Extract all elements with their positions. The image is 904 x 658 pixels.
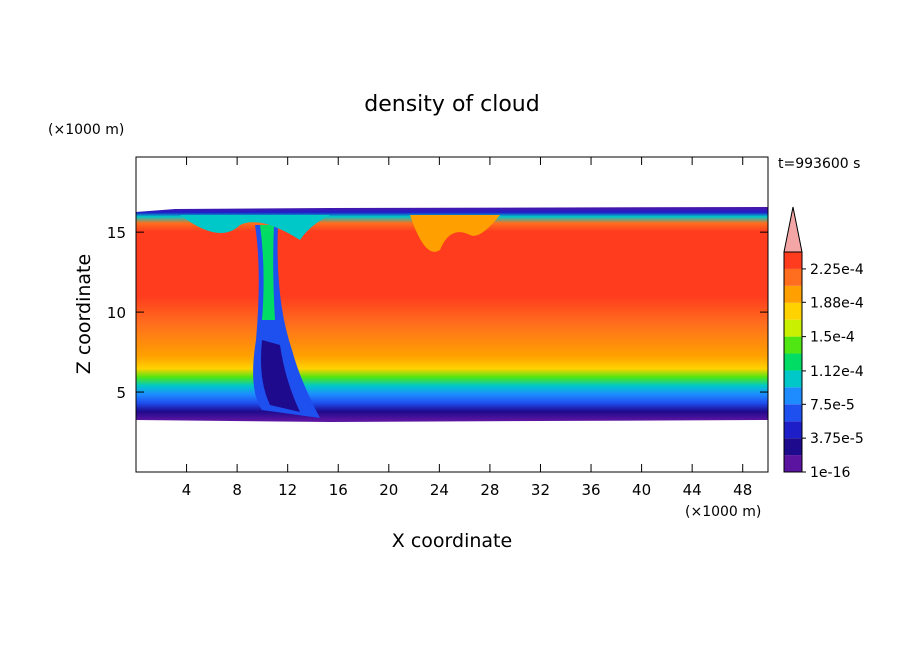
colorbar-swatch: [784, 336, 802, 354]
x-unit: (×1000 m): [685, 504, 761, 520]
x-tick-label: 16: [329, 481, 348, 499]
x-tick-label: 12: [278, 481, 297, 499]
x-tick-label: 24: [430, 481, 449, 499]
colorbar-swatch: [784, 353, 802, 371]
colorbar-tick-label: 2.25e-4: [810, 262, 864, 278]
annotation: t=993600 s: [778, 156, 860, 172]
x-tick-label: 8: [232, 481, 242, 499]
x-tick-label: 40: [632, 481, 651, 499]
colorbar-tick-label: 1.5e-4: [810, 330, 855, 346]
colorbar-extend: [783, 206, 803, 253]
colorbar-tick-label: 1.88e-4: [810, 295, 864, 311]
colorbar-swatch: [784, 455, 802, 472]
y-axis-label: Z coordinate: [73, 254, 95, 374]
chart-title: density of cloud: [364, 92, 539, 117]
colorbar-swatch: [784, 387, 802, 405]
colorbar-swatch: [784, 302, 802, 320]
colorbar-tick-label: 7.5e-5: [810, 397, 855, 413]
colorbar-swatch: [784, 438, 802, 456]
colorbar-tick-label: 3.75e-5: [810, 431, 864, 447]
y-tick-label: 5: [116, 384, 126, 402]
colorbar-swatch: [784, 370, 802, 388]
colorbar-swatch: [784, 421, 802, 439]
colorbar-tick-label: 1e-16: [810, 465, 850, 481]
colorbar-swatch: [784, 252, 802, 269]
field: [136, 207, 768, 422]
colorbar-swatch: [784, 285, 802, 303]
x-tick-label: 44: [683, 481, 702, 499]
x-axis-label: X coordinate: [392, 530, 512, 552]
x-tick-label: 32: [531, 481, 550, 499]
colorbar-swatch: [784, 319, 802, 337]
y-tick-label: 15: [107, 224, 126, 242]
y-tick-label: 10: [107, 304, 126, 322]
plot-frame: [135, 156, 769, 473]
y-unit: (×1000 m): [48, 122, 124, 138]
colorbar-tick-label: 1.12e-4: [810, 364, 864, 380]
colorbar-frame: [783, 251, 803, 473]
colorbar-swatch: [784, 404, 802, 422]
x-tick-label: 4: [182, 481, 192, 499]
x-tick-label: 36: [581, 481, 600, 499]
x-tick-label: 28: [480, 481, 499, 499]
colorbar-swatch: [784, 268, 802, 286]
x-tick-label: 48: [733, 481, 752, 499]
x-tick-label: 20: [379, 481, 398, 499]
